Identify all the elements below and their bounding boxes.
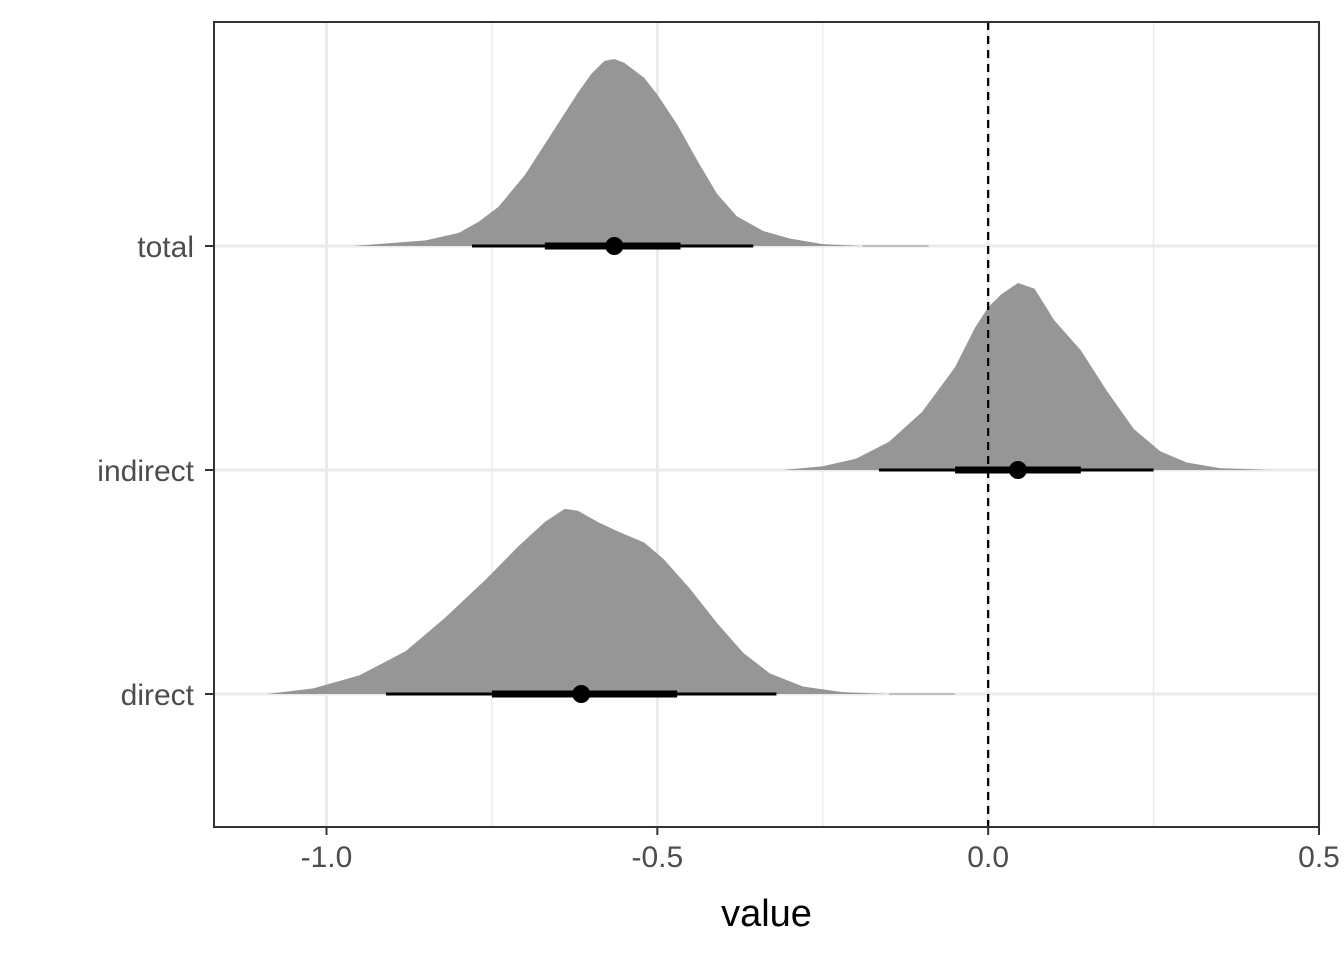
point-indirect (1008, 461, 1027, 479)
x-tick-label: 0.5 (1298, 841, 1340, 874)
interval-layer (386, 237, 1154, 703)
density-indirect (783, 283, 1273, 470)
point-direct (572, 685, 591, 703)
density-total (353, 59, 863, 246)
x-tick-label: -0.5 (631, 841, 683, 874)
x-axis-title: value (721, 893, 812, 935)
y-tick-label-indirect: indirect (97, 455, 194, 488)
x-tick-label: 0.0 (967, 841, 1009, 874)
panel-border (213, 21, 1320, 828)
x-tick-label: -1.0 (301, 841, 353, 874)
density-direct (266, 508, 889, 694)
point-total (605, 237, 624, 255)
grid-layer (214, 22, 1321, 827)
axis-layer: -1.0 -0.5 0.0 0.5 total indirect direct (97, 231, 1340, 874)
y-tick-label-total: total (137, 231, 194, 264)
y-tick-label-direct: direct (121, 679, 195, 712)
density-layer (266, 59, 1273, 695)
